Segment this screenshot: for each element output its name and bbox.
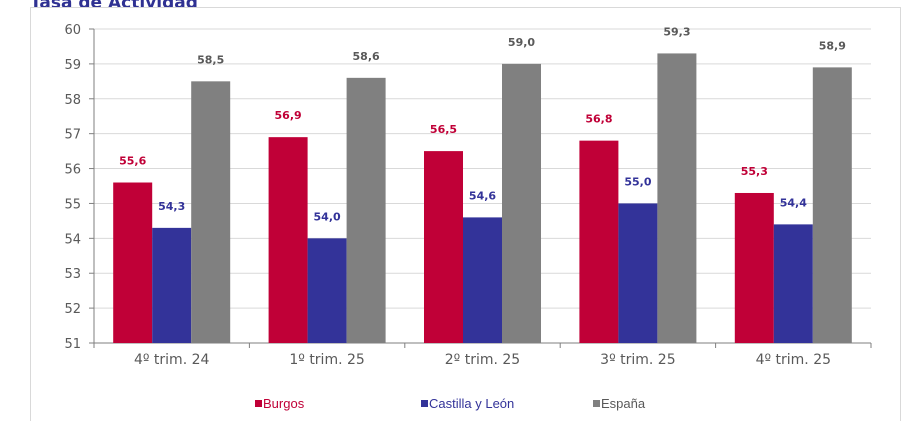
bar-españa [812, 67, 852, 343]
x-tick-label: 4º trim. 25 [756, 352, 831, 368]
y-tick-label: 60 [64, 23, 81, 38]
bar-castilla-y-león [152, 227, 192, 343]
bar-castilla-y-león [463, 217, 502, 343]
data-label: 54,0 [314, 210, 341, 223]
y-tick-label: 56 [64, 163, 81, 178]
chart-frame [30, 7, 901, 421]
y-tick-label: 55 [64, 197, 81, 212]
y-tick-label: 57 [64, 128, 81, 143]
data-label: 59,3 [663, 25, 690, 38]
legend-label: España [601, 396, 646, 411]
bar-burgos [113, 182, 153, 343]
legend-label: Castilla y León [429, 396, 515, 411]
legend-label: Burgos [263, 396, 305, 411]
data-label: 55,3 [741, 165, 768, 178]
data-label: 58,9 [819, 39, 846, 52]
legend-swatch [421, 400, 428, 407]
data-label: 55,6 [119, 155, 146, 168]
legend-item: Castilla y León [421, 396, 514, 411]
data-label: 56,8 [585, 113, 612, 126]
y-tick-label: 51 [64, 337, 81, 352]
legend-swatch [255, 400, 262, 407]
data-label: 58,5 [197, 53, 224, 66]
chart-legend: Burgos Castilla y León España [0, 396, 906, 414]
bar-burgos [734, 192, 774, 343]
data-label: 54,6 [469, 189, 496, 202]
data-label: 59,0 [508, 36, 535, 49]
legend-item: Burgos [255, 396, 304, 411]
legend-item: España [593, 396, 645, 411]
y-tick-label: 54 [64, 232, 81, 247]
y-tick-label: 53 [64, 267, 81, 282]
data-label: 56,9 [275, 109, 302, 122]
bar-burgos [268, 137, 308, 343]
data-label: 55,0 [624, 175, 651, 188]
bar-castilla-y-león [773, 224, 813, 343]
y-tick-label: 52 [64, 302, 81, 317]
x-tick-label: 1º trim. 25 [289, 352, 364, 368]
bar-españa [191, 81, 231, 343]
bar-españa [346, 77, 386, 343]
data-label: 54,3 [158, 200, 185, 213]
x-tick-label: 2º trim. 25 [445, 352, 520, 368]
data-label: 56,5 [430, 123, 457, 136]
bar-castilla-y-león [307, 238, 347, 343]
bar-castilla-y-león [618, 203, 658, 343]
bar-españa [502, 63, 541, 344]
x-tick-label: 4º trim. 24 [134, 352, 210, 368]
bar-burgos [579, 140, 619, 343]
y-tick-label: 59 [64, 58, 81, 73]
data-label: 58,6 [353, 50, 380, 63]
legend-swatch [593, 400, 600, 407]
x-tick-label: 3º trim. 25 [600, 352, 675, 368]
chart-title: Tasa de Actividad [30, 0, 198, 13]
bar-españa [657, 53, 697, 344]
data-label: 54,4 [780, 196, 807, 209]
bar-burgos [424, 151, 463, 343]
y-tick-label: 58 [64, 93, 81, 108]
